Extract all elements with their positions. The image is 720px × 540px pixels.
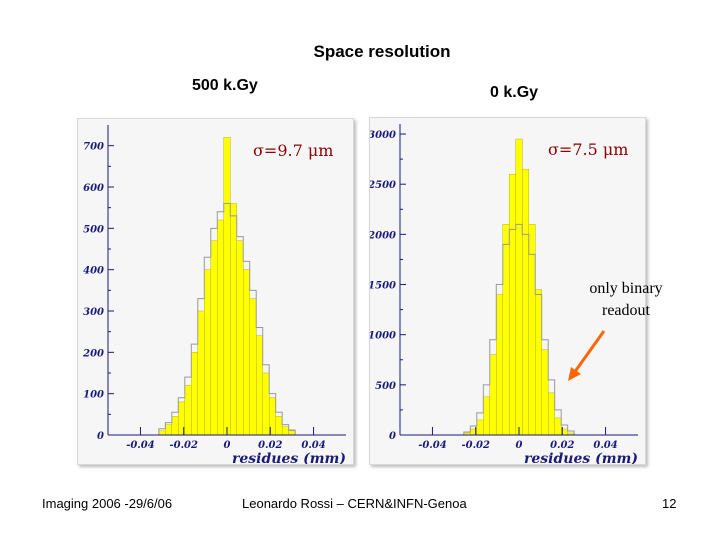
histogram-bar [535,289,542,436]
page-number: 12 [662,496,677,511]
chart-subtitle-500kgy: 500 k.Gy [192,77,258,94]
histogram-bar [496,294,503,436]
histogram-bar [548,392,555,436]
histogram-bar [204,269,211,436]
y-tick-label: 3000 [370,130,396,141]
x-tick-label: 0 [516,440,523,451]
histogram-bar [554,417,562,436]
sigma-label-500kgy: σ=9.7 μm [253,141,334,160]
y-tick-label: 0 [389,431,396,442]
histogram-bar [191,352,198,436]
y-tick-label: 0 [97,431,104,442]
x-tick-label: -0.04 [126,440,155,451]
y-tick-label: 600 [83,183,104,194]
y-tick-label: 500 [83,224,104,235]
annotation-arrow [568,330,606,381]
outline-histogram [158,203,296,435]
binary-readout-annotation: only binary readout [566,278,686,322]
histogram-bar [158,430,166,436]
y-tick-label: 100 [83,390,104,401]
histogram-0kgy: 0 500 1000 1500 2000 2500 3000 -0.04 -0.02 0 0.02 0… [367,124,638,467]
y-tick-label: 2500 [370,180,396,191]
histogram-bar [262,372,270,436]
histogram-bar [476,419,484,436]
histogram-bar [483,396,490,436]
x-tick-label: -0.04 [418,440,447,451]
histogram-bar [541,349,549,436]
histogram-bar [249,298,257,436]
histogram-bar [236,240,244,436]
histogram-bar [275,416,283,436]
histogram-bar [210,240,218,436]
x-tick-label: 0.04 [593,440,617,451]
histogram-panel-500kgy: 0 100 200 300 400 500 600 700 -0.04 -0.02 0 0.02 0.0… [77,118,354,467]
arrow-head [568,367,581,381]
histogram-panel-0kgy: 0 500 1000 1500 2000 2500 3000 -0.04 -0.02 0 0.02 0… [367,117,646,467]
y-tick-label: 2000 [370,230,396,241]
histogram-bar [515,138,523,436]
x-tick-label: -0.02 [169,440,198,451]
histogram-bar [197,310,205,436]
histogram-bar [230,203,237,436]
x-tick-label: 0.02 [258,440,282,451]
annotation-line-2: readout [602,302,650,319]
x-tick-label: 0.04 [301,440,325,451]
footer-event: Imaging 2006 -29/6/06 [42,496,173,511]
histogram-bar [522,168,529,436]
histogram-bar [288,430,296,436]
x-axis-label: residues (mm) [524,451,638,464]
y-tick-label: 700 [83,142,104,153]
histogram-bar [256,335,263,436]
histogram-bar [502,224,510,436]
footer-author: Leonardo Rossi – CERN&INFN-Genoa [242,496,467,511]
outline-histogram [463,223,575,435]
histogram-bar [217,219,224,436]
histogram-bar [165,424,173,436]
chart-subtitle-0kgy: 0 k.Gy [490,84,539,101]
x-tick-label: 0.02 [550,440,574,451]
histogram-bar [184,385,192,436]
histogram-bar [509,173,516,436]
y-tick-label: 1000 [370,331,396,342]
x-axis-label: residues (mm) [232,451,346,464]
annotation-line-1: only binary [589,280,663,297]
arrow-shaft [572,330,606,374]
histogram-500kgy: 0 100 200 300 400 500 600 700 -0.04 -0.02 0 0.02 0.0… [82,125,346,467]
x-tick-label: -0.02 [461,440,490,451]
histogram-bar [528,224,536,436]
y-tick-label: 500 [375,381,396,392]
x-tick-label: 0 [224,440,231,451]
histogram-bar [243,269,250,436]
histogram-bar [223,137,231,436]
histogram-bar [281,426,289,436]
slide-title: Space resolution [313,42,451,61]
y-tick-label: 300 [83,307,104,318]
y-tick-label: 200 [82,348,104,359]
y-tick-label: 1500 [370,281,396,292]
sigma-label-0kgy: σ=7.5 μm [548,140,629,159]
histogram-bar [171,416,179,436]
y-tick-label: 400 [83,266,104,277]
histogram-bar [489,354,497,436]
